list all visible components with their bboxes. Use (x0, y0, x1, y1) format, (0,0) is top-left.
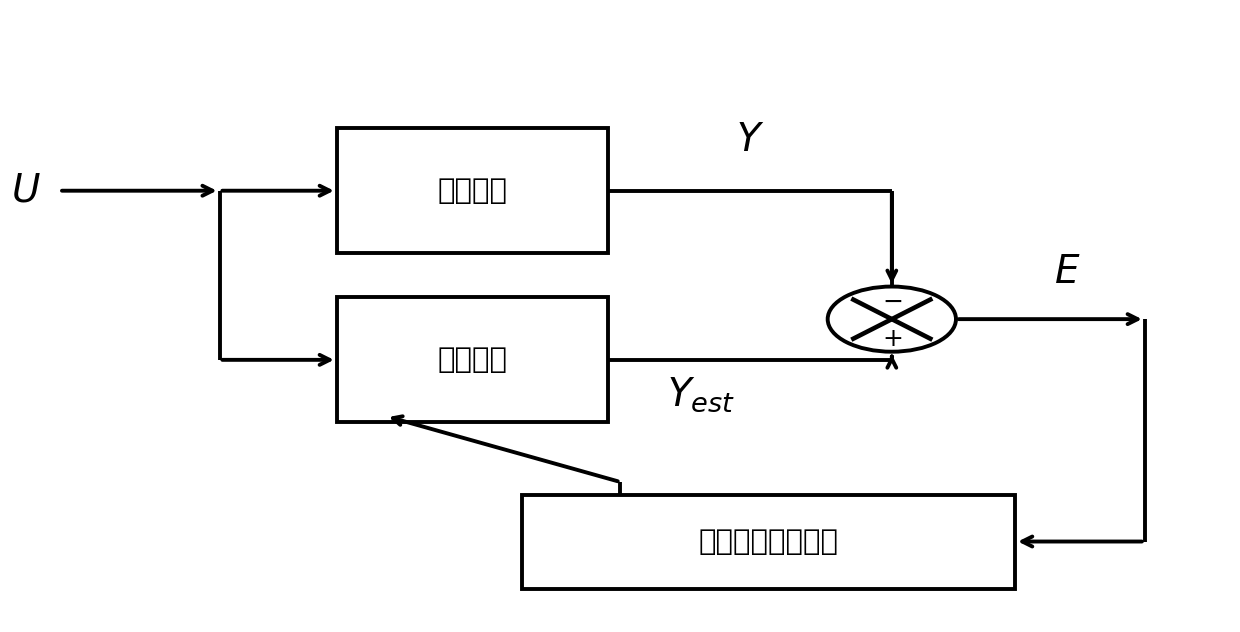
Text: $-$: $-$ (882, 289, 901, 313)
Text: $E$: $E$ (1054, 253, 1080, 291)
Text: $Y_{est}$: $Y_{est}$ (667, 375, 735, 414)
Circle shape (827, 286, 956, 351)
Text: 可调模型: 可调模型 (438, 346, 507, 374)
FancyBboxPatch shape (522, 494, 1016, 588)
Text: $Y$: $Y$ (735, 121, 764, 159)
FancyBboxPatch shape (337, 297, 608, 423)
Text: 参考模型: 参考模型 (438, 177, 507, 205)
FancyBboxPatch shape (337, 128, 608, 253)
Text: $+$: $+$ (882, 327, 901, 351)
Text: $U$: $U$ (11, 172, 41, 210)
Text: 参数自适应调节器: 参数自适应调节器 (698, 528, 838, 556)
